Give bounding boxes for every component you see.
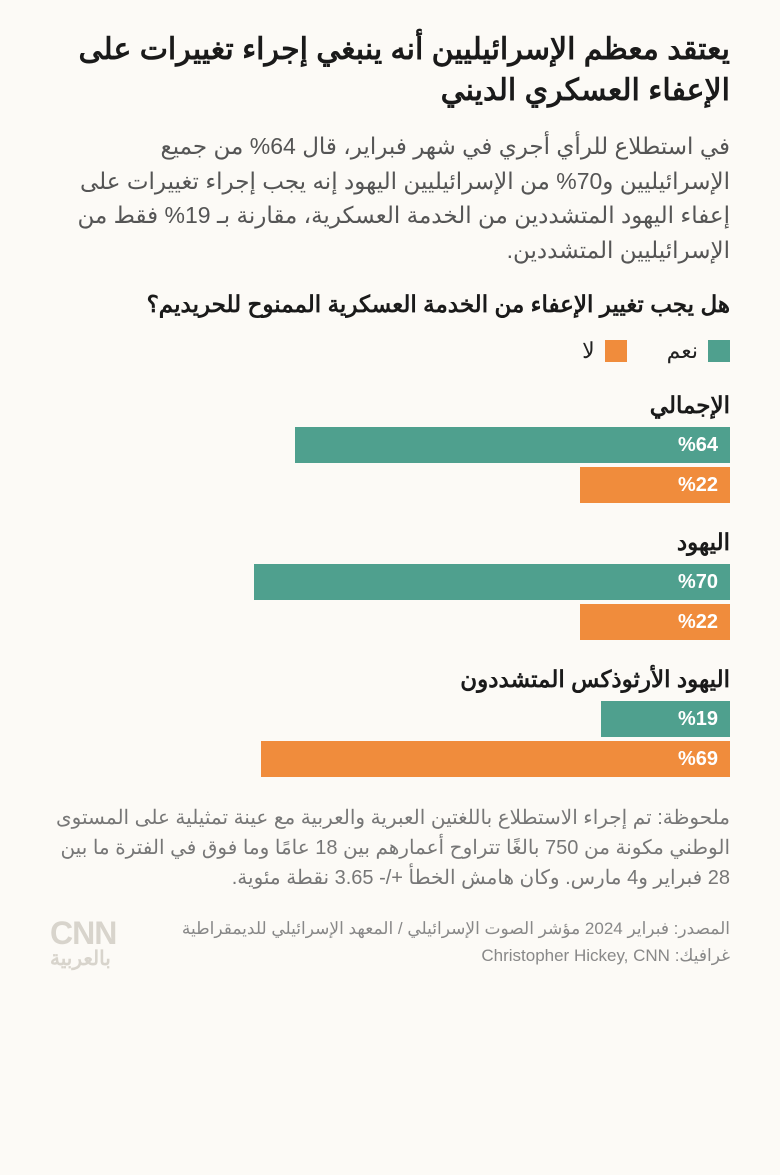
- credits: المصدر: فبراير 2024 مؤشر الصوت الإسرائيل…: [136, 915, 730, 969]
- bar-group: اليهود %70 %22: [50, 529, 730, 640]
- bar-value: %19: [678, 708, 718, 731]
- legend-label-yes: نعم: [667, 338, 698, 364]
- bar: %22: [580, 604, 730, 640]
- graphic-line: غرافيك: Christopher Hickey, CNN: [136, 942, 730, 969]
- bar-row: %69: [50, 741, 730, 777]
- bar-value: %22: [678, 611, 718, 634]
- chart-title: يعتقد معظم الإسرائيليين أنه ينبغي إجراء …: [50, 30, 730, 111]
- bar-row: %22: [50, 604, 730, 640]
- bar-group: اليهود الأرثوذكس المتشددون %19 %69: [50, 666, 730, 777]
- cnn-logo: CNN بالعربية: [50, 917, 116, 969]
- bar: %19: [601, 701, 730, 737]
- bar-value: %69: [678, 748, 718, 771]
- bar-row: %70: [50, 564, 730, 600]
- footer: المصدر: فبراير 2024 مؤشر الصوت الإسرائيل…: [50, 915, 730, 969]
- bar-row: %22: [50, 467, 730, 503]
- legend-swatch-no: [605, 340, 627, 362]
- chart-description: في استطلاع للرأي أجري في شهر فبراير، قال…: [50, 129, 730, 267]
- bar-value: %70: [678, 571, 718, 594]
- source-line: المصدر: فبراير 2024 مؤشر الصوت الإسرائيل…: [136, 915, 730, 942]
- bar-row: %64: [50, 427, 730, 463]
- bar-value: %64: [678, 434, 718, 457]
- legend-item-no: لا: [582, 338, 627, 364]
- bar: %64: [295, 427, 730, 463]
- bar: %22: [580, 467, 730, 503]
- group-label: اليهود: [50, 529, 730, 556]
- bar-value: %22: [678, 474, 718, 497]
- logo-sub: بالعربية: [50, 949, 116, 969]
- bar-chart: الإجمالي %64 %22 اليهود %70 %22 اليهود الأرثوذ…: [50, 392, 730, 777]
- legend: نعم لا: [50, 338, 730, 364]
- legend-swatch-yes: [708, 340, 730, 362]
- bar: %69: [261, 741, 730, 777]
- legend-item-yes: نعم: [667, 338, 730, 364]
- bar: %70: [254, 564, 730, 600]
- chart-note: ملحوظة: تم إجراء الاستطلاع باللغتين العب…: [50, 803, 730, 893]
- bar-row: %19: [50, 701, 730, 737]
- bar-group: الإجمالي %64 %22: [50, 392, 730, 503]
- group-label: الإجمالي: [50, 392, 730, 419]
- legend-label-no: لا: [582, 338, 595, 364]
- chart-question: هل يجب تغيير الإعفاء من الخدمة العسكرية …: [50, 291, 730, 318]
- group-label: اليهود الأرثوذكس المتشددون: [50, 666, 730, 693]
- logo-main: CNN: [50, 915, 116, 951]
